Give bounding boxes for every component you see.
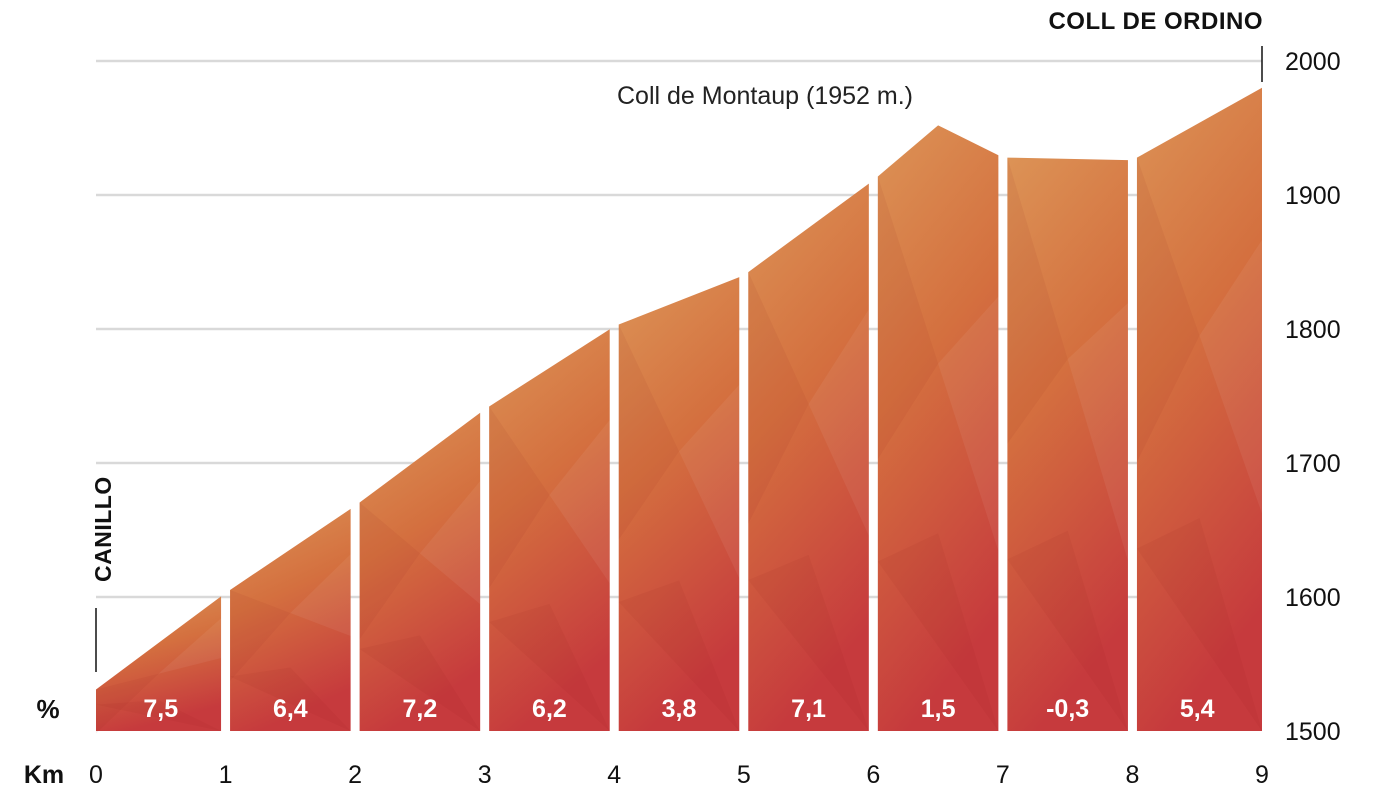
facet <box>808 309 869 536</box>
gradient-label: 7,2 <box>403 695 438 723</box>
facet <box>618 324 679 540</box>
gradient-label: 7,1 <box>791 695 826 723</box>
facet <box>877 176 939 460</box>
facet <box>230 667 351 731</box>
x-tick-label: 4 <box>607 761 621 789</box>
gradient-label: 7,5 <box>143 695 178 723</box>
facet <box>230 589 291 681</box>
elevation-segment <box>96 596 222 731</box>
facet-overlay <box>96 157 1262 734</box>
x-tick-label: 5 <box>737 761 751 789</box>
elevation-segment <box>877 125 999 731</box>
facet <box>938 296 999 551</box>
facet <box>359 635 481 731</box>
gradient-label: 6,2 <box>532 695 567 723</box>
elevation-segment <box>618 277 740 731</box>
elevation-segment <box>748 183 869 732</box>
x-tick-label: 2 <box>348 761 362 789</box>
y-tick-label: 1600 <box>1285 584 1341 612</box>
facet <box>877 533 999 731</box>
percent-label: % <box>36 694 59 724</box>
elevation-segments <box>96 87 1262 732</box>
elevation-segment <box>1007 157 1128 731</box>
facet <box>748 554 869 731</box>
facet <box>1007 530 1128 731</box>
facet <box>1136 518 1262 731</box>
facet <box>158 618 222 674</box>
facet <box>96 673 159 734</box>
gradient-label: -0,3 <box>1046 695 1089 723</box>
gradient-labels: 7,5 6,4 7,2 6,2 3,8 7,1 1,5 -0,3 5,4 <box>143 695 1214 723</box>
x-tick-label: 0 <box>89 761 103 789</box>
x-tick-label: 9 <box>1255 761 1269 789</box>
axes: 0 1 2 3 4 5 6 7 8 9 1500 1600 1700 1800 1900 2000 <box>89 48 1341 789</box>
facet <box>1007 157 1068 444</box>
start-label: CANILLO <box>90 476 116 582</box>
elevation-segment <box>1136 87 1262 732</box>
y-tick-label: 1700 <box>1285 450 1341 478</box>
facet <box>489 603 610 731</box>
gradient-label: 5,4 <box>1180 695 1215 723</box>
facet <box>419 481 481 605</box>
elevation-segment <box>489 329 610 731</box>
summit-annotation: Coll de Montaup (1952 m.) <box>617 82 913 110</box>
facet <box>748 272 809 524</box>
facet <box>96 700 222 731</box>
x-tick-label: 6 <box>866 761 880 789</box>
x-tick-label: 8 <box>1125 761 1139 789</box>
x-tick-label: 3 <box>478 761 492 789</box>
facet <box>489 406 550 589</box>
gradient-label: 6,4 <box>273 695 308 723</box>
facet <box>679 384 740 579</box>
facet <box>1199 239 1262 514</box>
end-label: COLL DE ORDINO <box>1048 8 1263 35</box>
facet <box>1136 157 1200 462</box>
facet <box>1067 303 1128 561</box>
y-tick-label: 1800 <box>1285 316 1341 344</box>
x-tick-label: 1 <box>219 761 233 789</box>
gradient-label: 3,8 <box>662 695 697 723</box>
y-tick-label: 2000 <box>1285 48 1341 76</box>
y-tick-label: 1900 <box>1285 182 1341 210</box>
x-axis-title: Km <box>24 761 64 789</box>
gradient-label: 1,5 <box>921 695 956 723</box>
x-tick-label: 7 <box>996 761 1010 789</box>
facet <box>549 419 610 584</box>
y-tick-label: 1500 <box>1285 718 1341 746</box>
facet <box>290 554 351 637</box>
facet <box>359 502 420 640</box>
elevation-segment <box>230 508 351 731</box>
facet <box>618 580 740 731</box>
elevation-segment <box>359 412 481 731</box>
